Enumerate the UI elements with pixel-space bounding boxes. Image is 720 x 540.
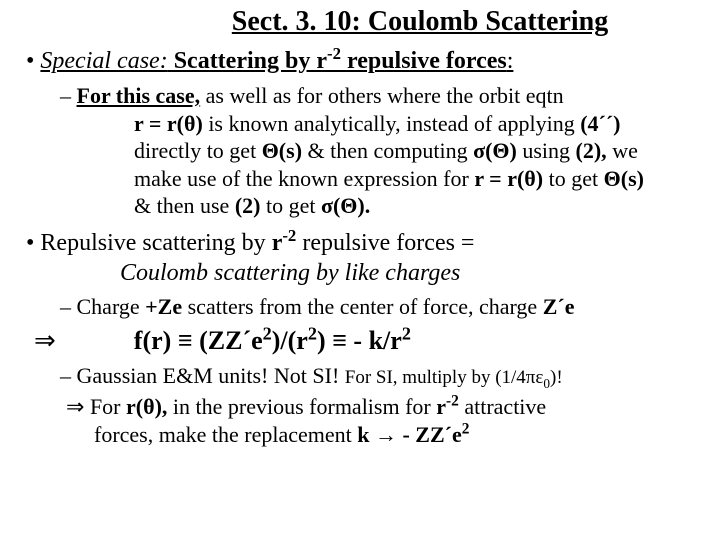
text: we [607,138,638,163]
sup: -2 [446,392,459,409]
text: For [90,394,126,419]
text: (2) [235,193,261,218]
text: Special case: [40,48,167,74]
bullet-repulsive: • Repulsive scattering by r-2 repulsive … [26,228,700,258]
formula-line: ⇒ f(r) ≡ (ZZ´e2)/(r2) ≡ - k/r2 [34,326,700,356]
gap [56,326,134,355]
text: • Repulsive scattering by [26,230,272,256]
text: make use of the known expression for [134,166,474,191]
text: forces, make the replacement [94,422,357,447]
sup: -2 [282,226,296,245]
text: as well as for others where the orbit eq… [200,83,564,108]
arrow-icon: ⇒ [66,394,90,419]
slide-title: Sect. 3. 10: Coulomb Scattering [140,6,700,38]
sup: 2 [308,323,317,343]
text: r [272,230,283,256]
text: +Ze [145,294,182,319]
text: – Gaussian E&M units! Not SI! [60,363,345,388]
slide: Sect. 3. 10: Coulomb Scattering • Specia… [0,0,720,450]
text: scatters from the center of force, charg… [182,294,543,319]
text: For SI, multiply by (1/4πε [345,367,544,388]
text: using [517,138,576,163]
text-small: For SI, multiply by (1/4πε0)! [345,367,563,388]
line: make use of the known expression for r =… [134,166,644,191]
text: is known analytically, instead of applyi… [203,111,580,136]
text: σ(Θ). [321,193,370,218]
text: r(θ), [126,394,167,419]
text: to get [543,166,604,191]
text: & then computing [302,138,473,163]
text: to get [260,193,321,218]
line: r = r(θ) is known analytically, instead … [134,111,621,136]
text: & then use [134,193,235,218]
line: directly to get Θ(s) & then computing σ(… [134,138,638,163]
text: repulsive forces = [296,230,474,256]
line: & then use (2) to get σ(Θ). [134,193,370,218]
text: Scattering by r [168,48,327,74]
arrow-sub-line: ⇒ For r(θ), in the previous formalism fo… [66,393,700,450]
dash-marker: – [60,83,77,108]
text: r = r(θ) [474,166,543,191]
coulomb-line: Coulomb scattering by like charges [120,260,700,287]
text: f(r) ≡ (ZZ´e [134,326,263,355]
sup: 2 [402,323,411,343]
dash-charge: – Charge +Ze scatters from the center of… [60,293,700,321]
text: in the previous formalism for [167,394,436,419]
text: – Charge [60,294,145,319]
text: )/(r [272,326,308,355]
text: : [507,48,514,74]
dash-for-this-case: – For this case, as well as for others w… [60,82,700,220]
text: r [436,394,446,419]
sup: 2 [462,421,470,438]
text: (2), [576,138,607,163]
text: k → - ZZ´e [357,422,462,447]
text: For this case, [77,83,201,108]
text: Z´e [543,294,575,319]
bullet-marker: • [26,48,40,74]
text: )! [550,367,563,388]
arrow-icon: ⇒ [34,326,56,355]
text: attractive [459,394,546,419]
text: (4´´) [580,111,620,136]
sup: 2 [263,323,272,343]
dash-gaussian: – Gaussian E&M units! Not SI! For SI, mu… [60,362,700,391]
text: repulsive forces [341,48,507,74]
sup: -2 [327,44,341,63]
text: Θ(s) [604,166,644,191]
text: r = r(θ) [134,111,203,136]
text: σ(Θ) [473,138,517,163]
text: directly to get [134,138,262,163]
line: forces, make the replacement k → - ZZ´e2 [94,422,469,447]
bullet-special-case: • Special case: Scattering by r-2 repuls… [26,46,700,76]
text: ) ≡ - k/r [317,326,402,355]
text: Θ(s) [262,138,302,163]
